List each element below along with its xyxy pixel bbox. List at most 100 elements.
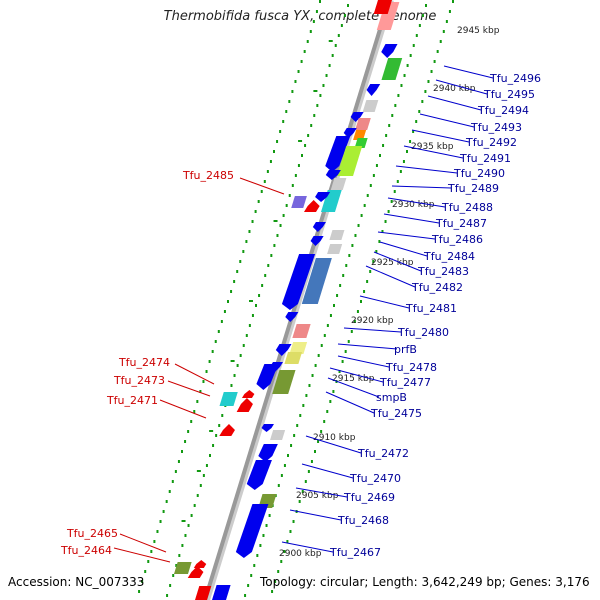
gc-dot-left <box>211 350 214 353</box>
gene-feature-25 <box>289 342 308 354</box>
gc-dot-inner-left <box>172 574 175 577</box>
gc-dot-inner-right <box>244 594 247 597</box>
gene-feature-9 <box>354 138 368 148</box>
gc-dot-right <box>399 170 402 173</box>
leader-line-left <box>174 363 215 385</box>
gc-dot-inner-right <box>363 204 366 207</box>
gc-dot-inner-right <box>302 404 305 407</box>
gc-dot-left <box>282 120 285 123</box>
gc-dot-inner-left <box>245 334 248 337</box>
gc-dot-inner-left <box>340 24 343 27</box>
gc-dot-inner-left <box>325 74 328 77</box>
gc-dot-inner-left <box>239 354 242 357</box>
gc-dot-inner-left <box>328 64 331 67</box>
gc-dash <box>249 300 253 302</box>
leader-line-right <box>337 355 390 368</box>
tick-label: 2905 kbp <box>296 491 339 501</box>
gc-dot-right <box>332 390 335 393</box>
gc-dot-inner-right <box>385 134 388 137</box>
gene-feature-47 <box>373 0 392 14</box>
gc-dot-left <box>223 310 226 313</box>
tick-label: 2920 kbp <box>351 316 394 326</box>
gene-label-right: Tfu_2468 <box>337 514 389 527</box>
gc-dot-left <box>159 520 162 523</box>
gene-feature-4 <box>362 100 379 112</box>
gc-dot-inner-left <box>301 154 303 157</box>
gc-dot-left <box>266 170 269 173</box>
gc-dot-inner-left <box>276 234 279 237</box>
gene-feature-15 <box>315 192 331 202</box>
gc-dot-left <box>165 500 168 503</box>
gc-dash <box>273 220 278 222</box>
gc-dot-left <box>276 140 279 143</box>
gc-dot-inner-left <box>233 374 236 377</box>
gc-dot-left <box>300 60 303 63</box>
gene-feature-17 <box>329 230 345 240</box>
leader-line-right <box>343 327 402 333</box>
gc-dot-right <box>326 410 329 413</box>
accession-label: Accession: NC_007333 <box>8 575 145 589</box>
gc-dot-right <box>329 400 332 403</box>
gc-dot-right <box>363 290 366 293</box>
tick-label: 2910 kbp <box>313 433 356 443</box>
gc-dot-inner-left <box>193 504 196 507</box>
gene-label-right: Tfu_2469 <box>343 491 395 504</box>
tick-label: 2925 kbp <box>371 258 414 268</box>
tick-labels: 2945 kbp 2940 kbp 2935 kbp 2930 kbp 2925 kbp… <box>279 26 500 559</box>
gene-feature-26 <box>284 352 303 364</box>
gene-feature-31 <box>270 430 286 440</box>
gc-dot-inner-right <box>336 294 339 297</box>
leader-line-right <box>387 197 446 208</box>
gc-dot-inner-right <box>305 394 308 397</box>
gc-dash <box>181 520 186 522</box>
gc-dot-inner-left <box>337 34 340 37</box>
gc-dot-left <box>306 40 309 43</box>
gc-dot-inner-left <box>264 274 267 277</box>
gc-dot-inner-left <box>288 194 291 197</box>
gene-feature-12 <box>325 170 341 180</box>
gc-dot-inner-right <box>391 114 394 117</box>
gene-label-right: Tfu_2482 <box>411 281 463 294</box>
gc-dot-inner-right <box>256 554 259 557</box>
gc-dot-inner-right <box>357 224 360 227</box>
gc-dot-left <box>227 300 229 303</box>
gc-dot-inner-left <box>331 54 334 57</box>
gc-dot-inner-left <box>248 324 251 327</box>
gc-dash <box>313 90 318 92</box>
leader-line-right <box>379 241 428 257</box>
gene-label-right: Tfu_2486 <box>431 233 483 246</box>
gc-dot-left <box>233 280 236 283</box>
gc-dot-left <box>193 410 196 413</box>
gc-dot-right <box>402 160 405 163</box>
gc-skew-dots <box>138 0 454 597</box>
gc-dot-inner-left <box>273 244 276 247</box>
gene-label-right: prfB <box>394 343 417 356</box>
gc-dot-right <box>442 30 445 33</box>
gene-label-right: Tfu_2496 <box>489 72 541 85</box>
gc-dot-inner-left <box>291 184 294 187</box>
gene-label-right: Tfu_2494 <box>477 104 529 117</box>
gc-dot-right <box>381 230 384 233</box>
gene-feature-6 <box>355 118 371 130</box>
gc-dot-inner-left <box>166 594 169 597</box>
gene-label-right: Tfu_2467 <box>329 546 381 559</box>
gc-dot-right <box>320 430 323 433</box>
gc-dot-left <box>239 260 242 263</box>
gc-dot-left <box>269 160 272 163</box>
gc-dot-right <box>415 120 418 123</box>
gene-feature-7 <box>343 128 357 138</box>
gene-label-right: Tfu_2493 <box>470 121 522 134</box>
leader-line-right <box>419 113 475 128</box>
gc-dot-inner-left <box>279 224 282 227</box>
gc-dot-left <box>236 270 239 273</box>
gc-dot-inner-left <box>316 104 319 107</box>
tick-label: 2945 kbp <box>457 26 500 36</box>
gene-label-right: Tfu_2490 <box>453 167 505 180</box>
gene-label-left: Tfu_2464 <box>60 544 112 557</box>
leader-line-right <box>365 265 416 288</box>
gc-dot-left <box>312 20 315 23</box>
gc-dot-inner-left <box>319 94 322 97</box>
gc-dot-inner-left <box>347 4 349 7</box>
gc-dot-left <box>174 470 177 473</box>
gc-dot-inner-right <box>308 384 311 387</box>
